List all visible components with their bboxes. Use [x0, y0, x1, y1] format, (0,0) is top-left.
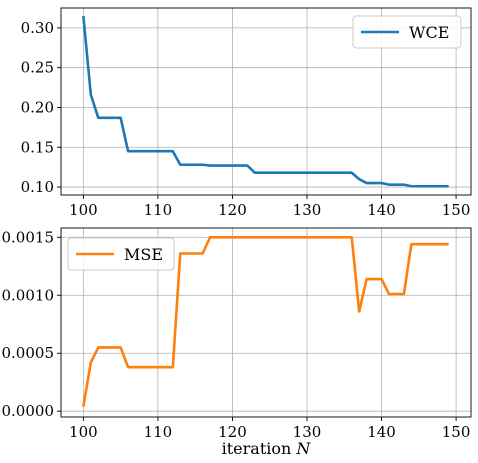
- series-line-mse: [82, 235, 449, 407]
- x-tick-label: 100: [69, 201, 98, 219]
- x-tick-label: 120: [218, 423, 247, 441]
- y-tick-label: 0.30: [21, 19, 54, 37]
- axes-frame: [60, 227, 472, 418]
- y-tick-label: 0.0010: [2, 286, 55, 304]
- legend-box: [352, 15, 462, 49]
- mse-subplot: 100 110 120 130 140 150 0.0000 0.0005 0.0010 0.00…: [2, 227, 472, 441]
- x-axis-label: iteration N: [222, 439, 312, 458]
- y-tick-label: 0.0015: [2, 228, 55, 246]
- y-tick-label: 0.15: [21, 138, 54, 156]
- x-tick-label: 140: [367, 201, 396, 219]
- x-tick-label: 100: [69, 423, 98, 441]
- x-tick-label: 150: [442, 423, 471, 441]
- series-line-wce: [82, 15, 449, 188]
- legend-label: MSE: [124, 245, 163, 264]
- x-tick-label: 140: [367, 423, 396, 441]
- x-tick-label: 110: [144, 201, 173, 219]
- x-tick-label: 110: [144, 423, 173, 441]
- x-tick-label: 150: [442, 201, 471, 219]
- y-tick-label: 0.0005: [2, 344, 55, 362]
- legend-label: WCE: [409, 23, 449, 42]
- x-tick-label: 120: [218, 201, 247, 219]
- wce-subplot: 100 110 120 130 140 150 0.10 0.15 0.20 0.25 0.30 WC…: [21, 7, 472, 219]
- legend: WCE: [352, 15, 462, 49]
- x-tick-label: 130: [293, 201, 322, 219]
- axes-frame: [60, 7, 472, 196]
- legend-box: [67, 237, 175, 271]
- y-tick-label: 0.20: [21, 98, 54, 116]
- y-tick-label: 0.25: [21, 59, 54, 77]
- y-tick-label: 0.0000: [2, 402, 55, 420]
- legend: MSE: [67, 237, 175, 271]
- y-tick-label: 0.10: [21, 178, 54, 196]
- x-tick-label: 130: [293, 423, 322, 441]
